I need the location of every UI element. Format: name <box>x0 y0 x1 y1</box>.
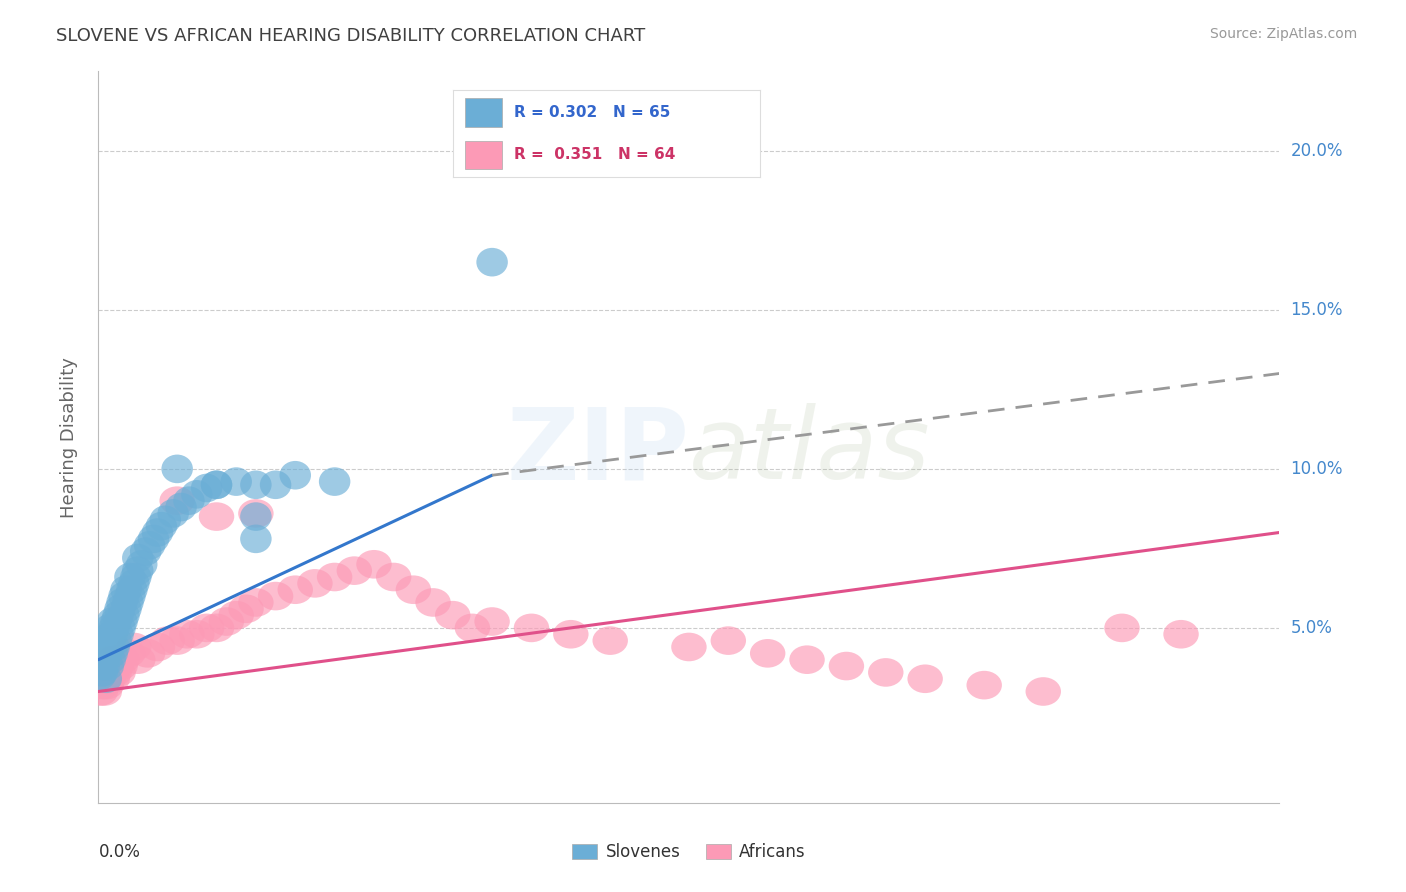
Text: 10.0%: 10.0% <box>1291 460 1343 478</box>
Text: atlas: atlas <box>689 403 931 500</box>
Text: ZIP: ZIP <box>506 403 689 500</box>
Text: SLOVENE VS AFRICAN HEARING DISABILITY CORRELATION CHART: SLOVENE VS AFRICAN HEARING DISABILITY CO… <box>56 27 645 45</box>
Text: 15.0%: 15.0% <box>1291 301 1343 318</box>
Legend: Slovenes, Africans: Slovenes, Africans <box>565 837 813 868</box>
Text: 20.0%: 20.0% <box>1291 142 1343 160</box>
Y-axis label: Hearing Disability: Hearing Disability <box>59 357 77 517</box>
Text: 5.0%: 5.0% <box>1291 619 1333 637</box>
Text: Source: ZipAtlas.com: Source: ZipAtlas.com <box>1209 27 1357 41</box>
Text: 0.0%: 0.0% <box>98 843 141 861</box>
